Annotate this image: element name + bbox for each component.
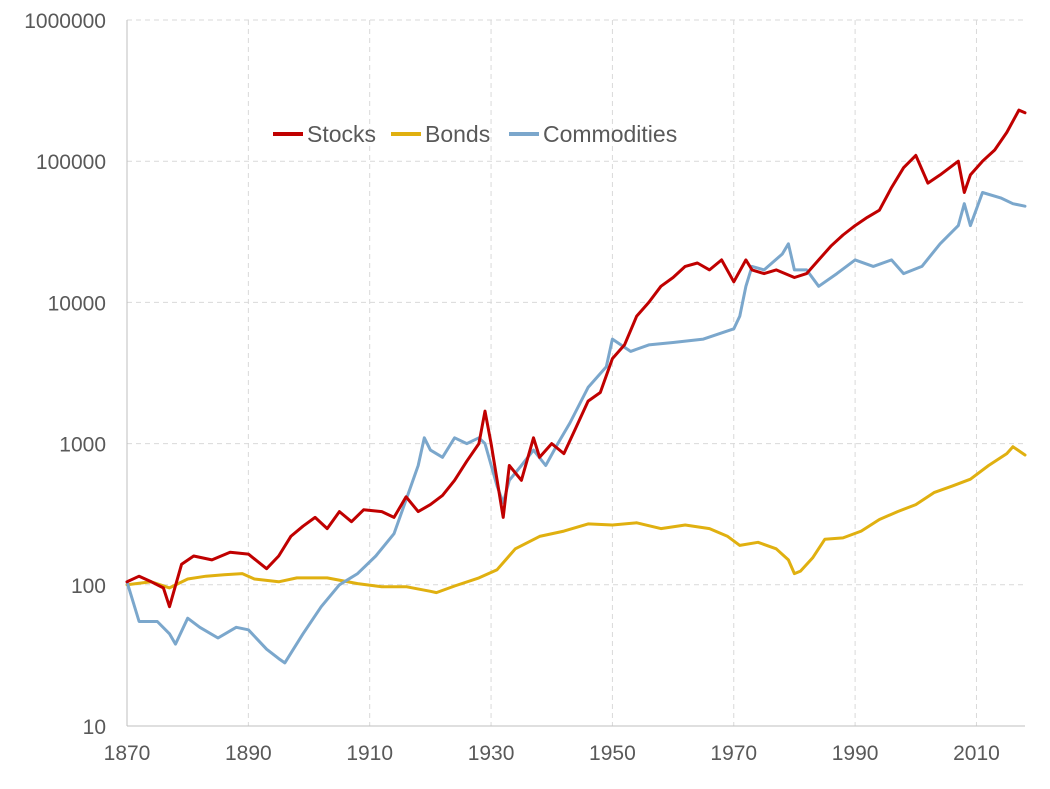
- x-tick-label: 1930: [468, 742, 515, 765]
- y-tick-label: 100000: [36, 151, 106, 174]
- legend-label: Commodities: [543, 121, 677, 147]
- x-tick-label: 1950: [589, 742, 636, 765]
- x-tick-label: 1890: [225, 742, 272, 765]
- legend-label: Stocks: [307, 121, 376, 147]
- legend-item-stocks: Stocks: [273, 121, 376, 147]
- grid: [127, 19, 1025, 726]
- x-tick-label: 1870: [104, 742, 151, 765]
- y-tick-label: 1000000: [24, 10, 106, 33]
- y-tick-label: 10: [83, 716, 106, 739]
- x-tick-label: 2010: [953, 742, 1000, 765]
- x-tick-label: 1910: [346, 742, 393, 765]
- legend: Stocks Bonds Commodities: [273, 121, 677, 147]
- series-lines: [125, 108, 1027, 665]
- series-line-commodities: [125, 191, 1027, 665]
- series-line-stocks: [125, 108, 1027, 609]
- legend-item-bonds: Bonds: [391, 121, 490, 147]
- legend-label: Bonds: [425, 121, 490, 147]
- y-tick-label: 10000: [48, 292, 106, 315]
- axes: 10 100 1000 10000 100000 1000000 1870 1890 1910 1…: [24, 10, 1025, 765]
- series-line-bonds: [125, 445, 1027, 595]
- y-tick-label: 100: [71, 575, 106, 598]
- x-tick-label: 1970: [710, 742, 757, 765]
- legend-item-commodities: Commodities: [509, 121, 677, 147]
- y-tick-label: 1000: [59, 434, 106, 457]
- x-tick-label: 1990: [832, 742, 879, 765]
